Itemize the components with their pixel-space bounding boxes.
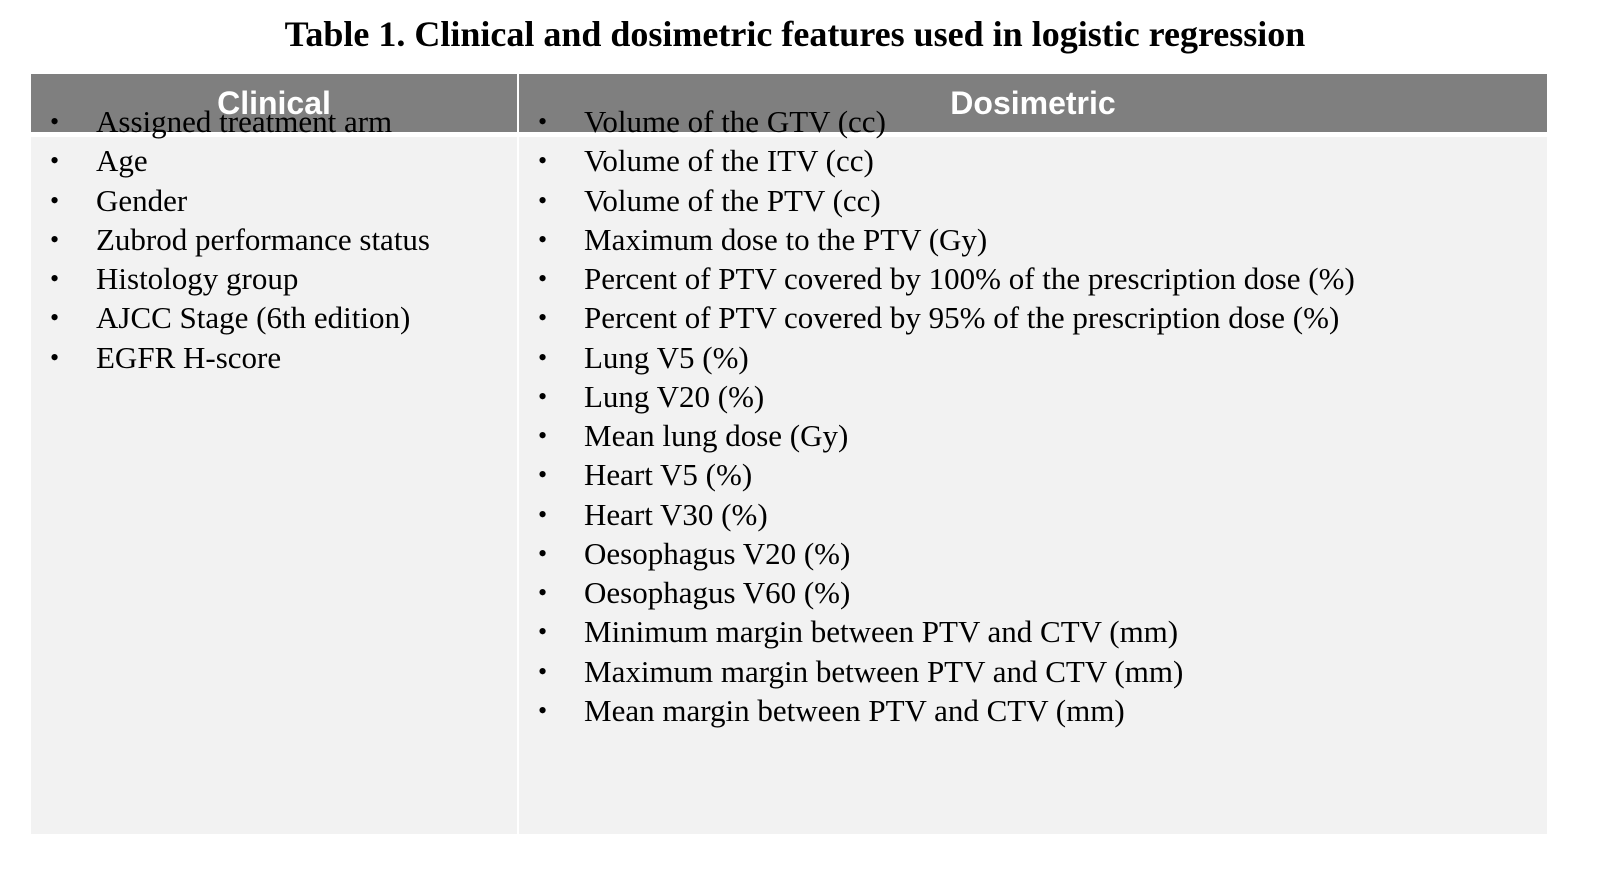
clinical-feature-item-label: EGFR H-score: [96, 339, 282, 375]
bullet-icon: •: [50, 146, 60, 176]
dosimetric-feature-item-label: Mean margin between PTV and CTV (mm): [584, 692, 1125, 728]
header-dosimetric: Dosimetric: [519, 74, 1547, 132]
bullet-icon: •: [538, 342, 548, 372]
dosimetric-feature-item: • Volume of the ITV (cc): [538, 141, 1498, 180]
dosimetric-feature-item: • Percent of PTV covered by 100% of the p…: [538, 259, 1498, 298]
features-table: Clinical Dosimetric: [31, 74, 1547, 834]
bullet-icon: •: [50, 107, 60, 136]
clinical-feature-item: • Gender: [50, 181, 500, 220]
clinical-feature-item-label: Age: [96, 143, 148, 179]
bullet-icon: •: [50, 303, 60, 333]
dosimetric-feature-item: • Oesophagus V20 (%): [538, 534, 1498, 573]
dosimetric-feature-item-label: Percent of PTV covered by 100% of the pr…: [584, 261, 1355, 296]
dosimetric-feature-item: • Minimum margin between PTV and CTV (mm): [538, 612, 1498, 651]
clinical-feature-item: • EGFR H-score: [50, 338, 500, 377]
clinical-feature-item-label: Assigned treatment arm: [96, 104, 393, 139]
clinical-feature-item: • Age: [50, 141, 500, 180]
clinical-feature-item: • Histology group: [50, 259, 500, 298]
bullet-icon: •: [50, 264, 60, 293]
dosimetric-feature-item-label: Heart V30 (%): [584, 496, 768, 532]
table-title: Table 1. Clinical and dosimetric feature…: [284, 14, 1306, 54]
dosimetric-feature-item-label: Maximum margin between PTV and CTV (mm): [584, 653, 1184, 689]
bullet-icon: •: [538, 146, 548, 176]
bullet-icon: •: [538, 303, 548, 333]
dosimetric-feature-item: • Volume of the GTV (cc): [538, 102, 1498, 141]
bullet-icon: •: [538, 695, 548, 725]
dosimetric-feature-item: • Oesophagus V60 (%): [538, 573, 1498, 612]
dosimetric-feature-item: • Maximum margin between PTV and CTV (mm): [538, 652, 1498, 691]
bullet-icon: •: [538, 617, 548, 647]
table-header-row: Clinical Dosimetric: [31, 74, 1547, 132]
dosimetric-feature-item-label: Lung V20 (%): [584, 378, 765, 414]
bullet-icon: •: [538, 381, 548, 411]
dosimetric-feature-item: • Mean margin between PTV and CTV (mm): [538, 691, 1498, 730]
dosimetric-feature-item-label: Percent of PTV covered by 95% of the pre…: [584, 300, 1340, 336]
bullet-icon: •: [538, 578, 548, 607]
dosimetric-feature-item: • Volume of the PTV (cc): [538, 181, 1498, 220]
clinical-feature-item: • Zubrod performance status: [50, 220, 500, 259]
bullet-icon: •: [50, 342, 60, 372]
clinical-feature-item-label: Gender: [96, 182, 188, 218]
dosimetric-feature-item: • Percent of PTV covered by 95% of the pr…: [538, 298, 1498, 337]
bullet-icon: •: [538, 656, 548, 686]
clinical-feature-item-label: Zubrod performance status: [96, 221, 430, 257]
bullet-icon: •: [538, 264, 548, 293]
bullet-icon: •: [538, 185, 548, 215]
dosimetric-feature-item-label: Volume of the ITV (cc): [584, 143, 874, 179]
dosimetric-feature-item-label: Maximum dose to the PTV (Gy): [584, 221, 988, 257]
clinical-cell: [31, 137, 517, 834]
clinical-features-list: • Assigned treatment arm • Age • Gender • Zubro…: [50, 102, 500, 377]
dosimetric-features-list: • Volume of the GTV (cc) • Volume of the IT…: [538, 102, 1498, 730]
dosimetric-feature-item: • Maximum dose to the PTV (Gy): [538, 220, 1498, 259]
bullet-icon: •: [538, 107, 548, 136]
dosimetric-feature-item-label: Volume of the PTV (cc): [584, 182, 881, 218]
clinical-feature-item: • AJCC Stage (6th edition): [50, 298, 500, 337]
dosimetric-feature-item-label: Volume of the GTV (cc): [584, 104, 886, 139]
dosimetric-feature-item: • Lung V20 (%): [538, 377, 1498, 416]
bullet-icon: •: [50, 185, 60, 215]
dosimetric-feature-item-label: Oesophagus V60 (%): [584, 575, 851, 610]
clinical-feature-item-label: AJCC Stage (6th edition): [96, 300, 411, 336]
dosimetric-feature-item-label: Mean lung dose (Gy): [584, 418, 849, 453]
clinical-feature-item: • Assigned treatment arm: [50, 102, 500, 141]
header-clinical: Clinical: [31, 74, 517, 132]
bullet-icon: •: [538, 421, 548, 450]
dosimetric-feature-item: • Heart V30 (%): [538, 495, 1498, 534]
dosimetric-feature-item-label: Minimum margin between PTV and CTV (mm): [584, 614, 1179, 650]
bullet-icon: •: [538, 224, 548, 254]
dosimetric-feature-item: • Mean lung dose (Gy): [538, 416, 1498, 455]
dosimetric-feature-item-label: Oesophagus V20 (%): [584, 535, 851, 571]
dosimetric-feature-item-label: Heart V5 (%): [584, 457, 753, 493]
bullet-icon: •: [538, 460, 548, 490]
dosimetric-cell: [519, 137, 1547, 834]
dosimetric-feature-item-label: Lung V5 (%): [584, 339, 749, 375]
bullet-icon: •: [538, 538, 548, 568]
bullet-icon: •: [538, 499, 548, 529]
bullet-icon: •: [50, 224, 60, 254]
dosimetric-feature-item: • Lung V5 (%): [538, 338, 1498, 377]
clinical-feature-item-label: Histology group: [96, 261, 299, 296]
dosimetric-feature-item: • Heart V5 (%): [538, 455, 1498, 494]
